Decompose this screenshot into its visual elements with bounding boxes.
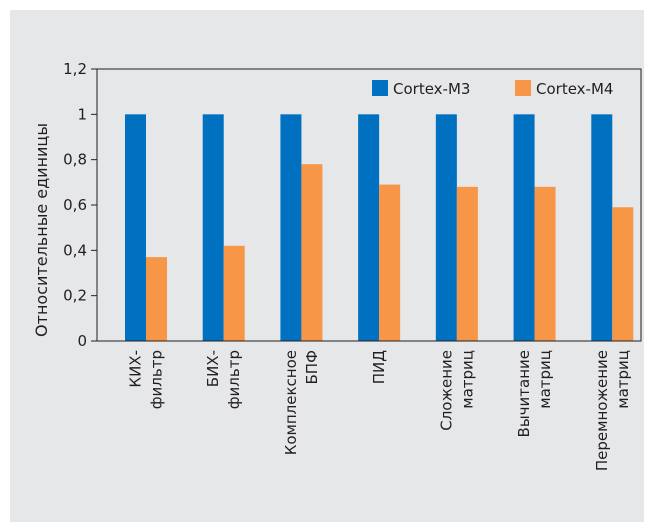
legend-swatch: [515, 80, 531, 96]
y-tick-label: 1: [77, 105, 87, 123]
x-category-line: Вычитание: [515, 350, 533, 437]
bar-cortex-m3: [513, 114, 535, 341]
bar-cortex-m4: [146, 257, 167, 341]
chart-panel: Относительные единицы 0 0,2 0,4 0,6 0,8 1 1,2 …: [10, 10, 644, 522]
x-category-line: фильтр: [225, 350, 243, 409]
bar-cortex-m4: [223, 245, 245, 341]
x-category-line: фильтр: [148, 350, 166, 409]
x-category-line: ПИД: [370, 350, 388, 384]
bar-cortex-m4: [301, 164, 323, 341]
x-category-label: Комплексное БПФ: [282, 350, 321, 455]
x-category-label: БИХ-фильтр: [204, 350, 243, 409]
y-tick-label: 0: [77, 332, 87, 350]
bar-chart: Относительные единицы 00,20,40,60,811,2 …: [32, 60, 642, 471]
bar-cortex-m4: [379, 184, 401, 341]
legend-label: Cortex-M4: [536, 80, 613, 98]
x-category-line: Сложение: [437, 350, 455, 431]
plot-area: [96, 68, 642, 342]
x-category-label: ПИД: [370, 350, 388, 384]
x-category-line: БИХ-: [204, 350, 222, 387]
legend-swatch: [372, 80, 388, 96]
bar-cortex-m4: [534, 186, 556, 341]
bar-cortex-m3: [435, 114, 457, 341]
x-category-line: Комплексное: [282, 350, 300, 455]
x-category-label: Перемножение матриц: [593, 350, 632, 471]
x-category-line: Перемножение: [593, 350, 611, 471]
x-category-label: КИХ-фильтр: [127, 350, 166, 409]
y-tick-label: 0,2: [63, 287, 87, 305]
y-tick-label: 0,4: [63, 241, 87, 259]
y-tick-label: 1,2: [63, 60, 87, 78]
bar-cortex-m4: [456, 186, 478, 341]
x-category-line: матриц: [614, 350, 632, 409]
x-category-line: матриц: [458, 350, 476, 409]
y-tick-label: 0,6: [63, 196, 87, 214]
legend-label: Cortex-M3: [393, 80, 470, 98]
bar-cortex-m4: [612, 207, 634, 341]
x-category-line: матриц: [536, 350, 554, 409]
bar-cortex-m3: [125, 114, 146, 341]
bar-cortex-m3: [280, 114, 302, 341]
bar-cortex-m3: [591, 114, 613, 341]
y-tick-label: 0,8: [63, 151, 87, 169]
x-category-label: Сложение матриц: [437, 350, 476, 431]
x-category-line: БПФ: [303, 350, 321, 385]
x-category-line: КИХ-: [127, 350, 145, 388]
bar-cortex-m3: [358, 114, 380, 341]
bar-cortex-m3: [202, 114, 224, 341]
y-axis-label: Относительные единицы: [32, 123, 51, 337]
x-category-label: Вычитание матриц: [515, 350, 554, 437]
